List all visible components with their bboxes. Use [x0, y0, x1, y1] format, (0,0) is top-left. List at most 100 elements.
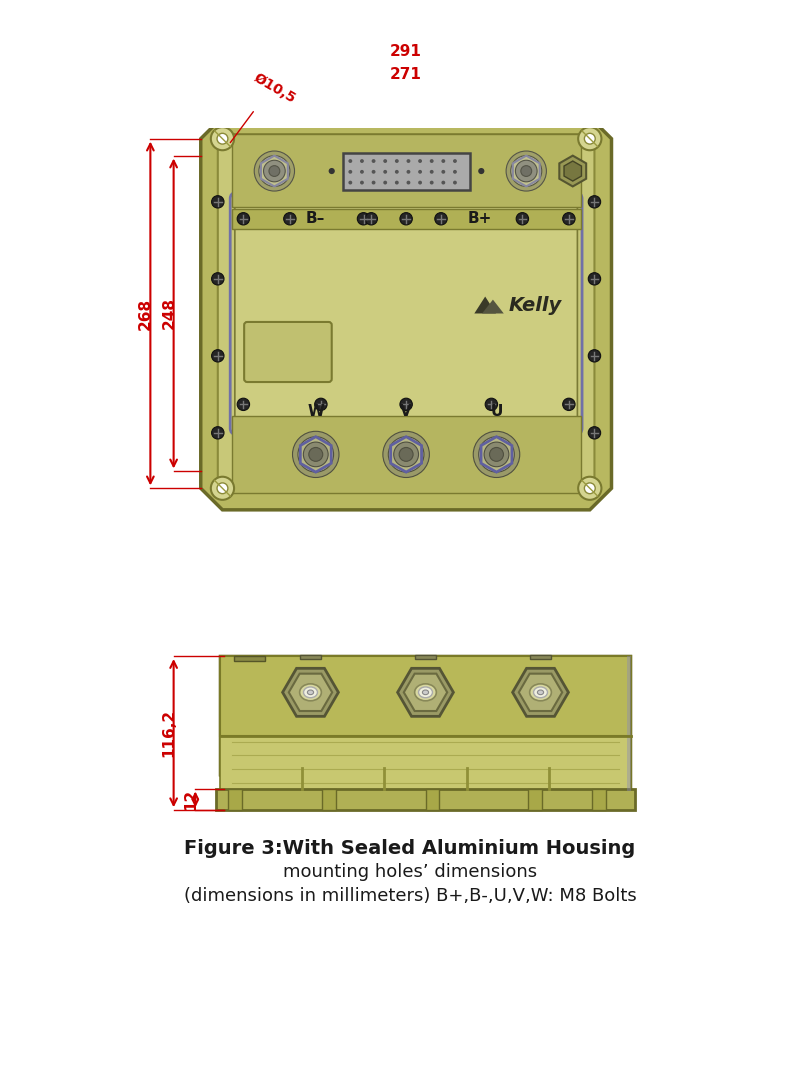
Circle shape — [303, 442, 328, 467]
Circle shape — [406, 180, 410, 184]
Circle shape — [360, 159, 364, 163]
Bar — [426, 789, 439, 810]
Bar — [528, 789, 542, 810]
Circle shape — [515, 160, 537, 182]
Circle shape — [348, 159, 352, 163]
Circle shape — [254, 151, 294, 191]
Bar — [220, 657, 631, 737]
Circle shape — [588, 196, 601, 208]
Circle shape — [521, 165, 532, 177]
Circle shape — [578, 477, 602, 500]
Circle shape — [298, 437, 334, 472]
Circle shape — [358, 212, 370, 225]
Polygon shape — [201, 117, 611, 510]
Circle shape — [453, 169, 457, 174]
Circle shape — [365, 212, 378, 225]
Ellipse shape — [418, 687, 433, 698]
Bar — [414, 655, 436, 659]
Circle shape — [484, 442, 509, 467]
Bar — [228, 789, 242, 810]
Circle shape — [360, 169, 364, 174]
Circle shape — [383, 432, 430, 478]
Circle shape — [442, 180, 446, 184]
Circle shape — [211, 196, 224, 208]
Circle shape — [394, 442, 418, 467]
Circle shape — [211, 273, 224, 285]
Text: B–: B– — [306, 211, 326, 226]
Circle shape — [395, 169, 398, 174]
Circle shape — [269, 165, 280, 177]
Circle shape — [309, 448, 322, 462]
Circle shape — [588, 426, 601, 439]
Circle shape — [395, 159, 398, 163]
Circle shape — [372, 169, 375, 174]
Circle shape — [478, 168, 485, 174]
Text: Kelly: Kelly — [509, 295, 562, 314]
Text: 116,2: 116,2 — [162, 709, 177, 757]
Polygon shape — [482, 300, 504, 313]
Ellipse shape — [414, 684, 436, 700]
Circle shape — [418, 180, 422, 184]
Circle shape — [584, 133, 595, 144]
Bar — [300, 655, 322, 659]
Polygon shape — [627, 657, 631, 791]
Circle shape — [383, 169, 387, 174]
Circle shape — [237, 399, 250, 410]
Circle shape — [388, 437, 424, 472]
Circle shape — [474, 432, 520, 478]
Circle shape — [284, 212, 296, 225]
Circle shape — [211, 477, 234, 500]
Text: 271: 271 — [390, 67, 422, 82]
Circle shape — [430, 159, 434, 163]
Circle shape — [406, 169, 410, 174]
Ellipse shape — [538, 690, 544, 695]
Circle shape — [490, 448, 503, 462]
Circle shape — [478, 437, 514, 472]
Text: W: W — [307, 404, 324, 419]
Bar — [220, 737, 631, 791]
Text: 248: 248 — [162, 297, 177, 329]
Circle shape — [453, 180, 457, 184]
Circle shape — [578, 127, 602, 150]
Polygon shape — [474, 296, 496, 313]
Ellipse shape — [422, 690, 429, 695]
Circle shape — [395, 180, 398, 184]
Circle shape — [442, 159, 446, 163]
Circle shape — [348, 180, 352, 184]
Circle shape — [430, 180, 434, 184]
Polygon shape — [220, 657, 631, 791]
Circle shape — [510, 156, 542, 187]
Bar — [216, 789, 634, 810]
Circle shape — [314, 399, 327, 410]
Bar — [232, 416, 581, 492]
Circle shape — [400, 212, 412, 225]
Circle shape — [372, 180, 375, 184]
Bar — [342, 152, 470, 190]
Circle shape — [506, 151, 546, 191]
FancyBboxPatch shape — [244, 322, 332, 382]
Circle shape — [211, 127, 234, 150]
Circle shape — [217, 483, 228, 494]
Circle shape — [399, 448, 413, 462]
Circle shape — [237, 212, 250, 225]
Circle shape — [435, 212, 447, 225]
Circle shape — [485, 399, 498, 410]
Circle shape — [584, 483, 595, 494]
Circle shape — [406, 159, 410, 163]
Circle shape — [442, 169, 446, 174]
Circle shape — [372, 159, 375, 163]
Polygon shape — [218, 134, 594, 492]
Bar — [232, 209, 581, 229]
Text: 291: 291 — [390, 44, 422, 59]
Circle shape — [430, 169, 434, 174]
Bar — [592, 789, 606, 810]
Circle shape — [383, 180, 387, 184]
Bar — [234, 657, 265, 661]
Ellipse shape — [307, 690, 314, 695]
Circle shape — [400, 399, 412, 410]
Circle shape — [360, 180, 364, 184]
Circle shape — [418, 159, 422, 163]
Ellipse shape — [534, 687, 547, 698]
Circle shape — [562, 212, 575, 225]
Circle shape — [259, 156, 290, 187]
